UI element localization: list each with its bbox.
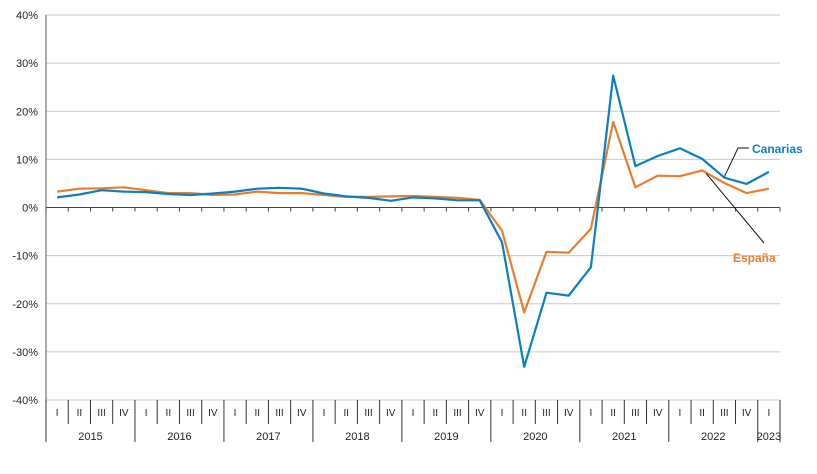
espana-leader-line bbox=[705, 173, 765, 244]
y-tick-label: 40% bbox=[16, 10, 38, 22]
quarter-label: III bbox=[631, 408, 639, 419]
y-tick-label: 10% bbox=[16, 154, 38, 166]
quarter-label: I bbox=[501, 408, 504, 419]
quarter-label: IV bbox=[742, 408, 752, 419]
y-tick-label: -20% bbox=[12, 299, 38, 311]
y-tick-label: 20% bbox=[16, 106, 38, 118]
quarter-label: II bbox=[699, 408, 705, 419]
quarter-label: IV bbox=[564, 408, 574, 419]
series-line-espana bbox=[56, 120, 770, 314]
year-label: 2022 bbox=[701, 431, 725, 443]
year-label: 2016 bbox=[167, 431, 191, 443]
quarter-label: I bbox=[145, 408, 148, 419]
series-lines bbox=[56, 74, 770, 368]
quarter-label: IV bbox=[208, 408, 218, 419]
quarter-label: III bbox=[364, 408, 372, 419]
quarter-label: II bbox=[343, 408, 349, 419]
year-label: 2017 bbox=[256, 431, 280, 443]
y-tick-label: 0% bbox=[22, 203, 38, 215]
quarter-label: III bbox=[453, 408, 461, 419]
series-label-espana: España bbox=[733, 251, 776, 265]
quarter-label: III bbox=[542, 408, 550, 419]
quarter-label: II bbox=[610, 408, 616, 419]
y-axis-ticks: -40% -30% -20% -10% 0% 10% 20% 30% 40% bbox=[12, 10, 38, 407]
quarter-label: II bbox=[166, 408, 172, 419]
quarter-label: II bbox=[432, 408, 438, 419]
year-label: 2021 bbox=[612, 431, 636, 443]
quarter-label: I bbox=[590, 408, 593, 419]
quarter-label: III bbox=[186, 408, 194, 419]
y-tick-label: -30% bbox=[12, 347, 38, 359]
gridlines bbox=[46, 14, 780, 401]
y-tick-label: 30% bbox=[16, 58, 38, 70]
quarter-label: III bbox=[720, 408, 728, 419]
quarter-label: IV bbox=[475, 408, 485, 419]
series-line-canarias bbox=[56, 74, 770, 368]
year-label: 2023 bbox=[757, 431, 781, 443]
year-label: 2019 bbox=[434, 431, 458, 443]
year-label: 2015 bbox=[78, 431, 102, 443]
series-labels: Canarias España bbox=[705, 142, 803, 265]
y-tick-label: -40% bbox=[12, 395, 38, 407]
year-label: 2018 bbox=[345, 431, 369, 443]
axes bbox=[45, 15, 781, 400]
quarter-label: I bbox=[767, 408, 770, 419]
quarter-label: II bbox=[255, 408, 261, 419]
quarter-label: III bbox=[97, 408, 105, 419]
quarter-label: II bbox=[521, 408, 527, 419]
year-label: 2020 bbox=[523, 431, 547, 443]
series-label-canarias: Canarias bbox=[752, 142, 803, 156]
quarter-label: I bbox=[234, 408, 237, 419]
quarter-label: I bbox=[56, 408, 59, 419]
quarter-label: I bbox=[323, 408, 326, 419]
quarter-label: IV bbox=[297, 408, 307, 419]
quarter-label: I bbox=[412, 408, 415, 419]
quarter-label: IV bbox=[119, 408, 129, 419]
quarter-label: I bbox=[679, 408, 682, 419]
y-tick-label: -10% bbox=[12, 251, 38, 263]
quarter-label: III bbox=[275, 408, 283, 419]
canarias-leader-line bbox=[723, 147, 749, 177]
quarter-label: IV bbox=[386, 408, 396, 419]
quarter-label: II bbox=[77, 408, 83, 419]
quarter-label: IV bbox=[653, 408, 663, 419]
x-axis: I II III IV I II III IV I II III IV I II III IV I II III IV… bbox=[45, 400, 781, 443]
